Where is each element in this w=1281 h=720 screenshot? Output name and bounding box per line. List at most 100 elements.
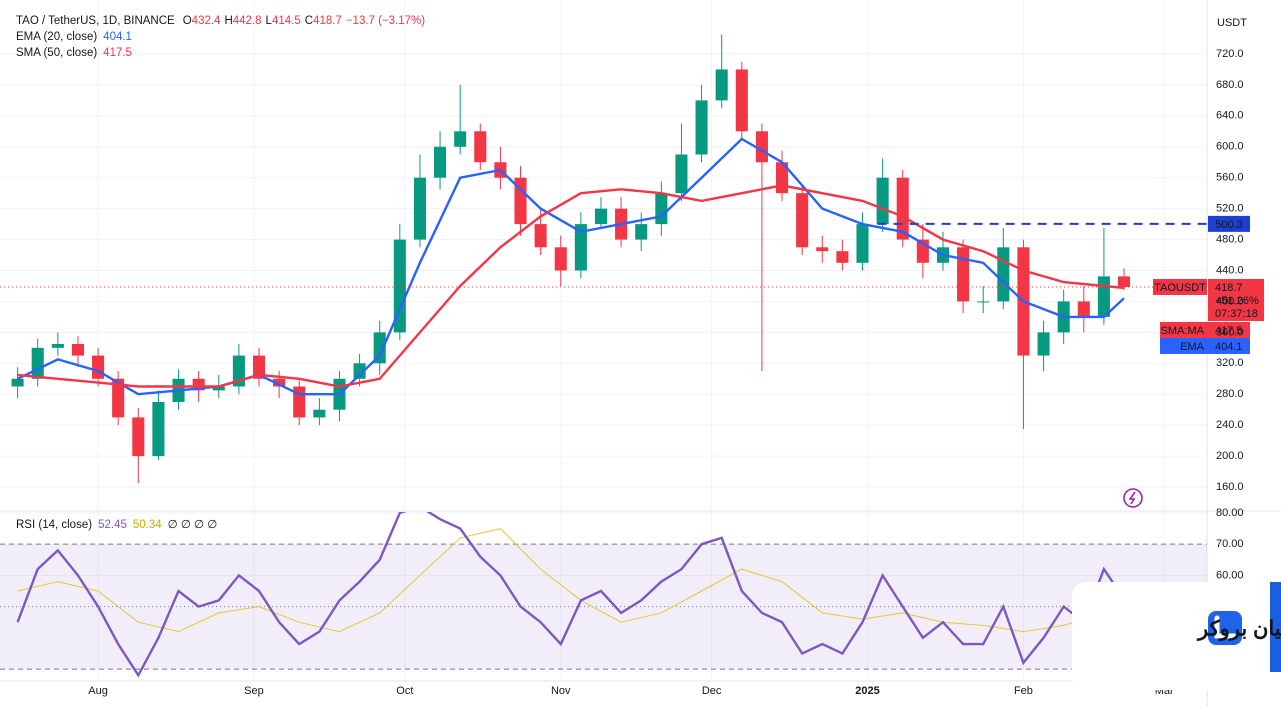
symbol-tag [1153,278,1207,295]
rsi-value: 52.45 [98,519,127,531]
y-tick-label: 400.0 [1216,295,1244,307]
plot-layer [0,0,1264,680]
ema-name: EMA (20, close) [16,31,97,43]
candle-body [353,363,366,379]
candle-body [635,224,648,240]
ohlc-prefix: L [266,15,273,27]
y-tick-label: 440.0 [1216,264,1244,276]
y-tick-label: 240.0 [1216,419,1244,431]
candle-body [51,343,64,348]
alert-icon[interactable] [1123,488,1143,508]
candle-body [675,154,688,194]
broker-logo: لیان بروکر [1072,582,1281,690]
candle-body [977,301,990,303]
legend-main: TAO / TetherUS, 1D, BINANCE O432.4 H442.8 L… [16,15,425,27]
rsi-line [16,512,1125,678]
candle-body [554,247,567,271]
last-price-tag [1208,278,1264,321]
level-tag-label: 500.3 [1215,219,1243,231]
candle-body [1097,276,1110,317]
candle-body [474,131,487,163]
candle-body [957,247,970,302]
ohlc-prefix: C [305,15,313,27]
rsi-pane [0,512,1207,678]
y-tick-label: 200.0 [1216,450,1244,462]
y-tick-label: 480.0 [1216,233,1244,245]
y-tick-label: 70.00 [1216,538,1244,550]
indicator-line [17,137,1125,396]
ohlc-value: 442.8 [233,15,262,27]
rsi-extra: ∅ ∅ ∅ ∅ [168,519,218,531]
x-tick-label: Aug [88,685,108,697]
legend-ema: EMA (20, close) 404.1 [16,31,132,43]
symbol-tag-label: TAOUSDT [1154,282,1206,294]
candle-body [735,69,748,132]
candle-body [715,69,728,101]
logo-icon-mark [1214,615,1237,639]
ohlc-prefix: H [224,15,232,27]
candle-body [413,177,426,240]
last-price-label: 418.7 [1215,282,1243,294]
candle-body [594,208,608,225]
x-tick-label: Dec [702,685,722,697]
indicator-tag [1160,337,1250,354]
candle-body [514,177,527,225]
candle-body [574,224,587,271]
legend-sma: SMA (50, close) 417.5 [16,47,132,59]
x-tick-label: Oct [396,685,413,697]
candle-body [212,386,225,391]
candle-body [876,177,889,225]
candle-body [997,247,1010,302]
y-tick-label: 320.0 [1216,357,1244,369]
candle-body [92,355,105,379]
y-tick-label: 600.0 [1216,141,1244,153]
candle-body [132,417,145,457]
x-tick-label: Sep [244,685,264,697]
change-pct-label: +51.26% [1215,295,1259,307]
candle-body [31,347,44,379]
price-pane [11,34,1207,484]
alert-bolt[interactable] [1128,491,1136,505]
alert-circle[interactable] [1123,488,1143,508]
candle-body [816,247,829,252]
candle-body [112,378,125,418]
logo-backdrop [1072,582,1281,690]
ohlc-value: 418.7 [313,15,342,27]
indicator-tag-value: 404.1 [1215,341,1243,353]
axis-unit: USDT [1217,17,1247,29]
candle-body [695,100,708,155]
candle-body [252,355,266,379]
candle-body [373,332,386,364]
countdown-label: 07:37:18 [1215,308,1258,320]
indicator-tag-value: 417.5 [1215,325,1243,337]
candle-body [1037,332,1050,356]
legend-rsi: RSI (14, close) 52.45 50.34 ∅ ∅ ∅ ∅ [16,519,217,531]
x-tick-label: Nov [551,685,571,697]
sma-name: SMA (50, close) [16,47,97,59]
indicator-tag-name: SMA:MA [1161,325,1205,337]
candle-body [796,193,809,248]
candle-body [11,378,24,387]
ohlc-value: 432.4 [192,15,221,27]
rsi-ma-value: 50.34 [133,519,162,531]
candle-body [192,378,205,391]
y-tick-label: 160.0 [1216,481,1244,493]
x-tick-label: Feb [1014,685,1033,697]
level-tag [1208,215,1250,232]
sma-value: 417.5 [103,47,132,59]
candle-body [1077,301,1090,317]
rsi-band [0,544,1207,670]
rsi-name: RSI (14, close) [16,519,92,531]
symbol-title: TAO / TetherUS, 1D, BINANCE [16,15,175,27]
candle-body [755,131,768,163]
y-tick-label: 520.0 [1216,203,1244,215]
candle-body [454,131,467,147]
candle-body [313,409,326,418]
candle-body [434,146,447,178]
indicator-tag [1160,321,1250,338]
candle-body [1117,276,1131,287]
ema-value: 404.1 [103,31,132,43]
candle-body [71,343,84,356]
y-tick-label: 80.00 [1216,507,1244,519]
